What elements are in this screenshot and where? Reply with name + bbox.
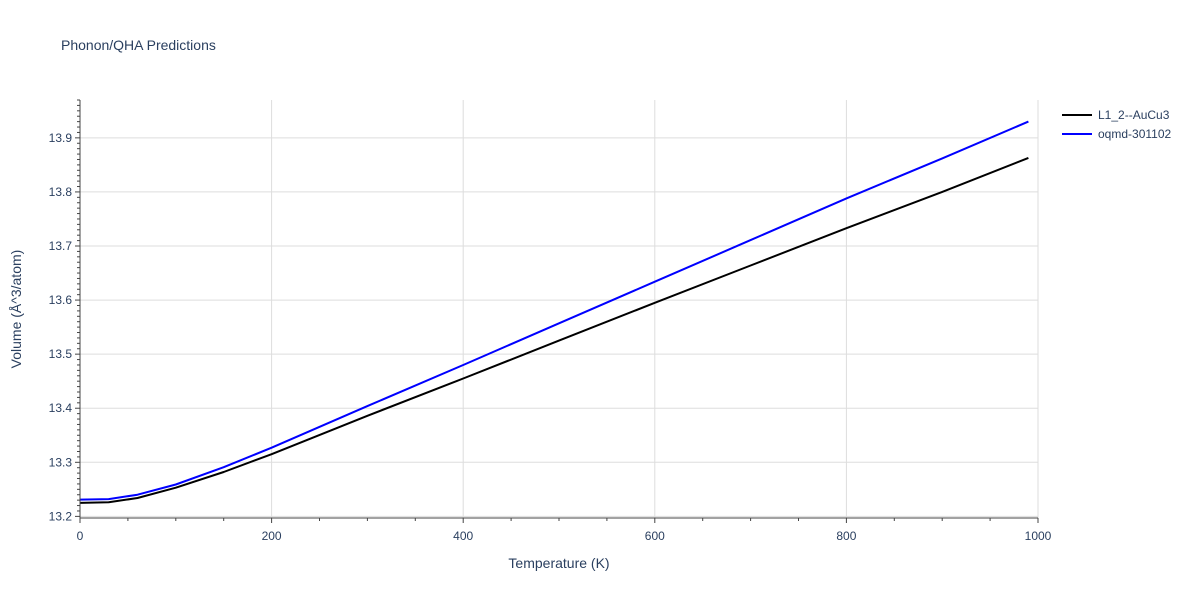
y-tick-label: 13.3 <box>49 455 73 469</box>
y-tick-label: 13.6 <box>49 293 73 307</box>
y-tick-label: 13.9 <box>49 131 73 145</box>
series-line-0 <box>79 156 1029 504</box>
y-tick-label: 13.4 <box>49 401 73 415</box>
legend: L1_2--AuCu3 oqmd-301102 <box>1062 108 1171 141</box>
x-tick-label: 1000 <box>1025 529 1052 543</box>
y-tick-label: 13.2 <box>49 509 73 523</box>
x-axis-title: Temperature (K) <box>508 555 609 571</box>
legend-label-0: L1_2--AuCu3 <box>1098 108 1170 122</box>
y-tick-label: 13.7 <box>49 239 73 253</box>
x-tick-label: 200 <box>262 529 282 543</box>
axes: 0 200 400 600 800 1000 13.2 13.3 13.4 13.5 13.6 13.… <box>49 99 1052 543</box>
chart-title: Phonon/QHA Predictions <box>61 37 216 53</box>
legend-label-1: oqmd-301102 <box>1098 127 1171 141</box>
x-tick-label: 0 <box>77 529 84 543</box>
x-tick-label: 600 <box>645 529 665 543</box>
y-axis-title: Volume (Å^3/atom) <box>8 250 24 369</box>
y-tick-label: 13.8 <box>49 185 73 199</box>
series-line-1 <box>79 120 1029 501</box>
grid-lines <box>80 100 1039 518</box>
y-tick-label: 13.5 <box>49 347 73 361</box>
x-tick-label: 800 <box>836 529 856 543</box>
x-tick-label: 400 <box>453 529 473 543</box>
plot-lines <box>79 120 1029 504</box>
